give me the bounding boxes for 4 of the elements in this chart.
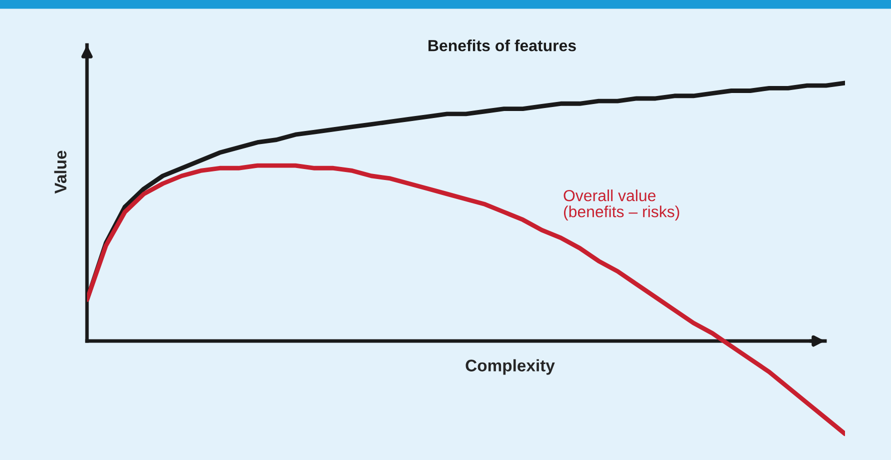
y-axis-title: Value	[54, 150, 66, 194]
x-axis-title: Complexity	[466, 359, 555, 375]
text: Benefits of features	[428, 40, 576, 52]
series-label: Overall value (benefits – risks)	[564, 190, 680, 220]
